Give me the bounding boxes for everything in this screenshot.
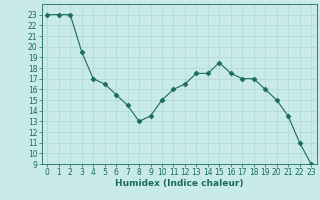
- X-axis label: Humidex (Indice chaleur): Humidex (Indice chaleur): [115, 179, 244, 188]
